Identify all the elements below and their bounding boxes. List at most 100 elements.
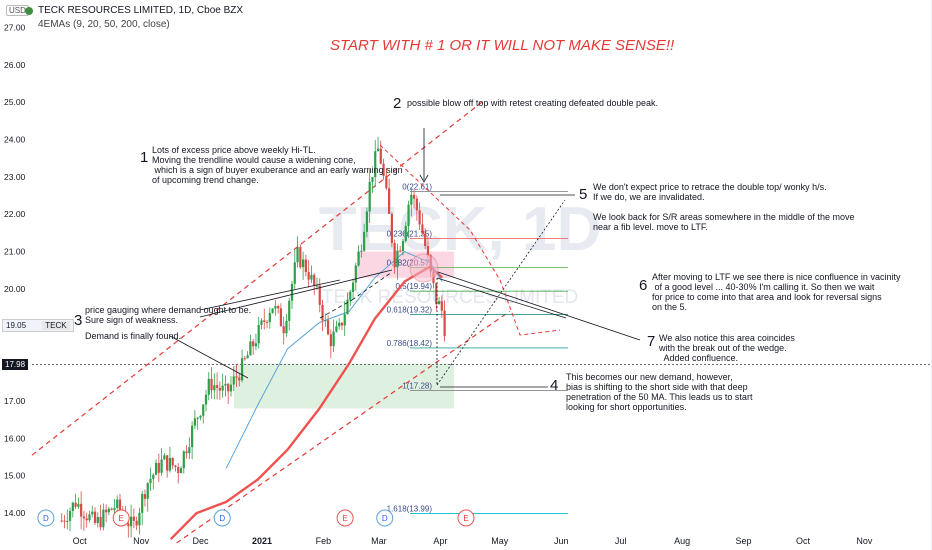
candle [351,279,355,299]
candle [404,221,407,243]
candle [132,508,135,529]
candle [171,457,174,470]
annotation-4-number: 4 [550,377,559,394]
candle [154,459,158,476]
candle [318,278,321,313]
candle [193,409,196,430]
annotation-6-number: 6 [639,277,648,294]
x-tick-label: Aug [674,536,690,546]
candle [274,300,277,316]
candle [401,239,405,256]
candle [296,236,299,268]
candle [188,437,191,460]
y-tick-label: 27.00 [4,22,26,32]
candle [196,416,199,430]
dividend-marker: D [37,509,55,527]
candle [160,448,163,476]
annotation-1-number: 1 [140,149,149,166]
candle [282,316,285,345]
confluence-circle [409,253,439,283]
x-tick-label: Apr [433,536,447,546]
candle [349,289,352,306]
candle [335,320,338,333]
y-tick-label: 26.00 [4,60,26,70]
candle [299,244,302,269]
x-tick-label: Oct [796,536,811,546]
y-tick-label: 21.00 [4,247,26,257]
candle [207,371,210,401]
candle [346,292,349,315]
candle [257,317,260,349]
fib-level-label: 1(17.28) [402,382,432,391]
candle [166,455,169,478]
candle [385,168,388,191]
candle [338,318,341,330]
candle [407,200,410,237]
earnings-marker: E [112,509,130,527]
x-tick-label: Oct [73,536,88,546]
candle [179,466,183,474]
wedge-line [436,277,567,319]
candle [368,169,371,223]
headline-annotation: START WITH # 1 OR IT WILL NOT MAKE SENSE… [330,37,675,54]
market-status-dot [25,7,33,15]
candle [315,277,319,290]
annotation-5-text: We don't expect price to retrace the dou… [593,182,855,232]
candle [149,467,152,491]
candle [82,510,86,531]
candle [60,513,63,523]
candle [263,308,266,330]
candle [66,509,69,530]
candle [177,463,180,484]
fib-level-label: 0.5(19.94) [396,282,433,291]
candle [302,251,305,280]
annotation-7-number: 7 [647,333,656,350]
earnings-marker: E [336,509,354,527]
candle [96,512,99,528]
candle [168,446,172,473]
trendline [199,279,341,311]
candle [329,329,332,359]
last-price-tag: 19.05 TECK [2,319,74,332]
candle [135,516,138,531]
candle [141,490,144,526]
channel-line [176,310,510,544]
candle [371,177,374,193]
candle [221,373,224,398]
candle [440,295,443,318]
candle [93,507,97,525]
candle [340,322,344,331]
candle [265,319,269,329]
candle [143,489,147,507]
crosshair-price-tag: 17.98 [2,359,29,370]
candle [204,389,208,412]
x-tick-label: Jul [615,536,627,546]
candle [246,351,249,359]
candle [215,372,219,400]
indicator-legend[interactable]: 4EMAs (9, 20, 50, 200, close) [38,19,170,30]
candle [279,303,283,327]
candle [326,315,330,336]
candle [390,212,393,248]
candle [424,228,427,249]
fib-level-label: 0.236(21.35) [387,230,433,239]
svg-text:E: E [342,514,347,523]
candle [243,356,246,361]
candle [293,249,296,289]
y-tick-label: 15.00 [4,471,26,481]
candle [354,262,357,291]
fib-level-label: 0.618(19.32) [387,305,433,314]
candle [182,450,185,474]
candle [99,504,102,531]
candle [285,313,288,337]
candle [343,301,346,337]
x-tick-label: Nov [856,536,873,546]
symbol-tag[interactable]: TECK [42,321,70,330]
x-tick-label: 2021 [252,536,272,546]
candle [421,213,424,236]
candle [260,318,263,330]
candle [71,501,74,518]
candle [249,334,252,356]
wedge-line [437,271,641,341]
